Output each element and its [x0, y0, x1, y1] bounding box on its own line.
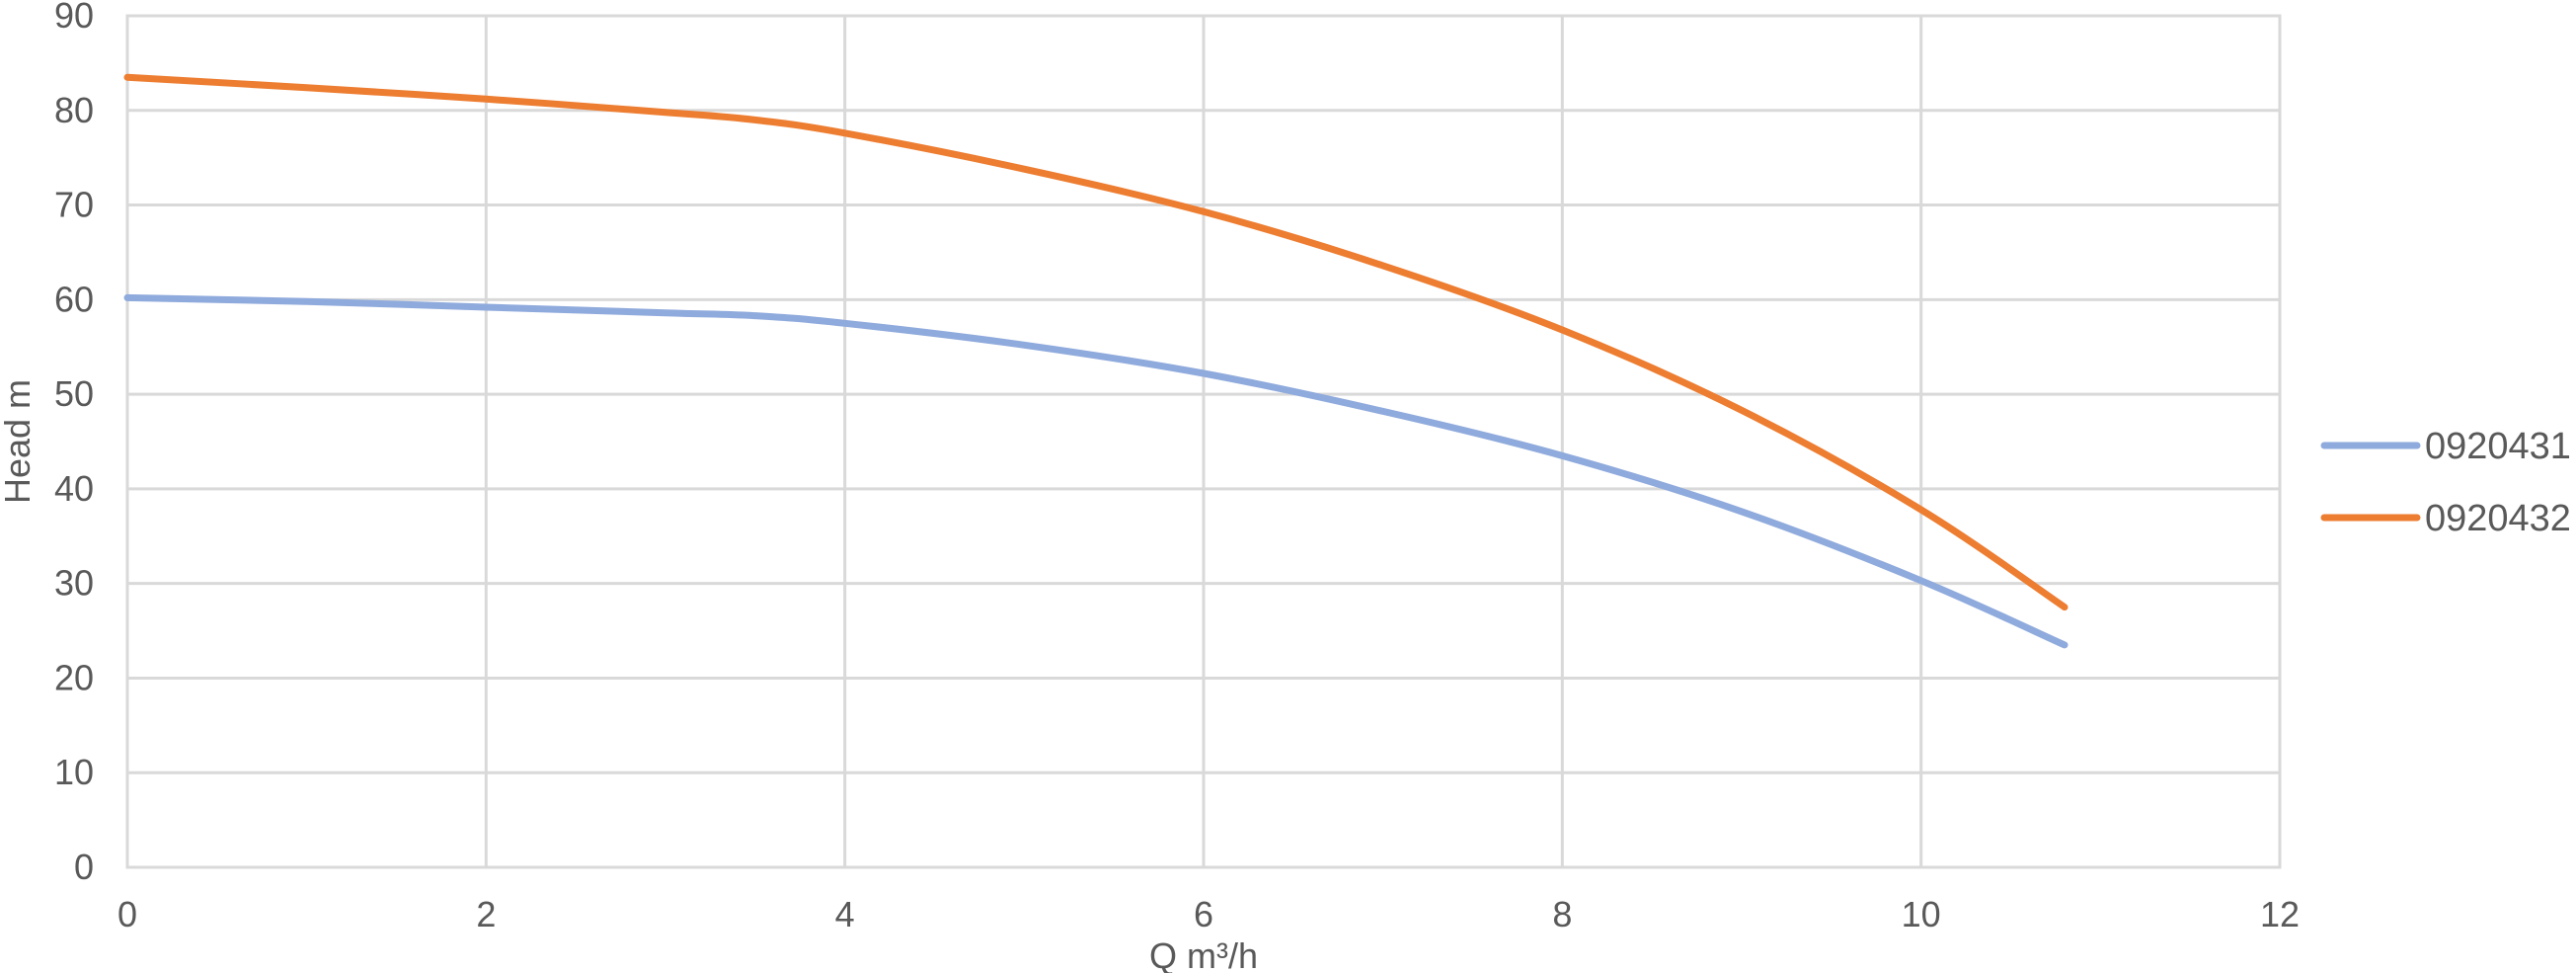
y-tick-label: 30 — [54, 563, 94, 604]
series-line-0920431 — [123, 293, 2069, 649]
y-tick-label: 20 — [54, 657, 94, 697]
y-tick-label: 60 — [54, 279, 94, 319]
series-lines — [123, 73, 2069, 649]
x-tick-label: 4 — [835, 894, 855, 934]
x-tick-labels: 0 2 4 6 8 10 12 — [117, 894, 2300, 934]
legend-entry: 0920432 — [2320, 498, 2571, 539]
x-tick-label: 8 — [1552, 894, 1572, 934]
legend-label: 0920432 — [2425, 498, 2571, 539]
y-tick-label: 80 — [54, 90, 94, 130]
legend: 0920431 0920432 — [2320, 426, 2571, 539]
x-axis-label: Q m³/h — [1149, 935, 1258, 973]
x-tick-label: 10 — [1902, 894, 1941, 934]
y-axis-label: Head m — [0, 379, 38, 504]
x-tick-label: 0 — [117, 894, 137, 934]
legend-label: 0920431 — [2425, 426, 2571, 467]
series-line-0920432 — [123, 73, 2069, 611]
y-tick-label: 70 — [54, 185, 94, 225]
y-tick-label: 10 — [54, 752, 94, 792]
x-tick-label: 6 — [1194, 894, 1213, 934]
plot-frame — [125, 14, 2282, 869]
y-tick-labels: 0 10 20 30 40 50 60 70 80 90 — [54, 0, 94, 887]
y-tick-label: 0 — [74, 847, 94, 887]
y-tick-label: 50 — [54, 373, 94, 414]
x-tick-label: 12 — [2260, 894, 2300, 934]
legend-entry: 0920431 — [2320, 426, 2571, 467]
gridlines — [125, 14, 2282, 869]
y-tick-label: 40 — [54, 468, 94, 509]
y-tick-label: 90 — [54, 0, 94, 36]
x-tick-label: 2 — [476, 894, 496, 934]
